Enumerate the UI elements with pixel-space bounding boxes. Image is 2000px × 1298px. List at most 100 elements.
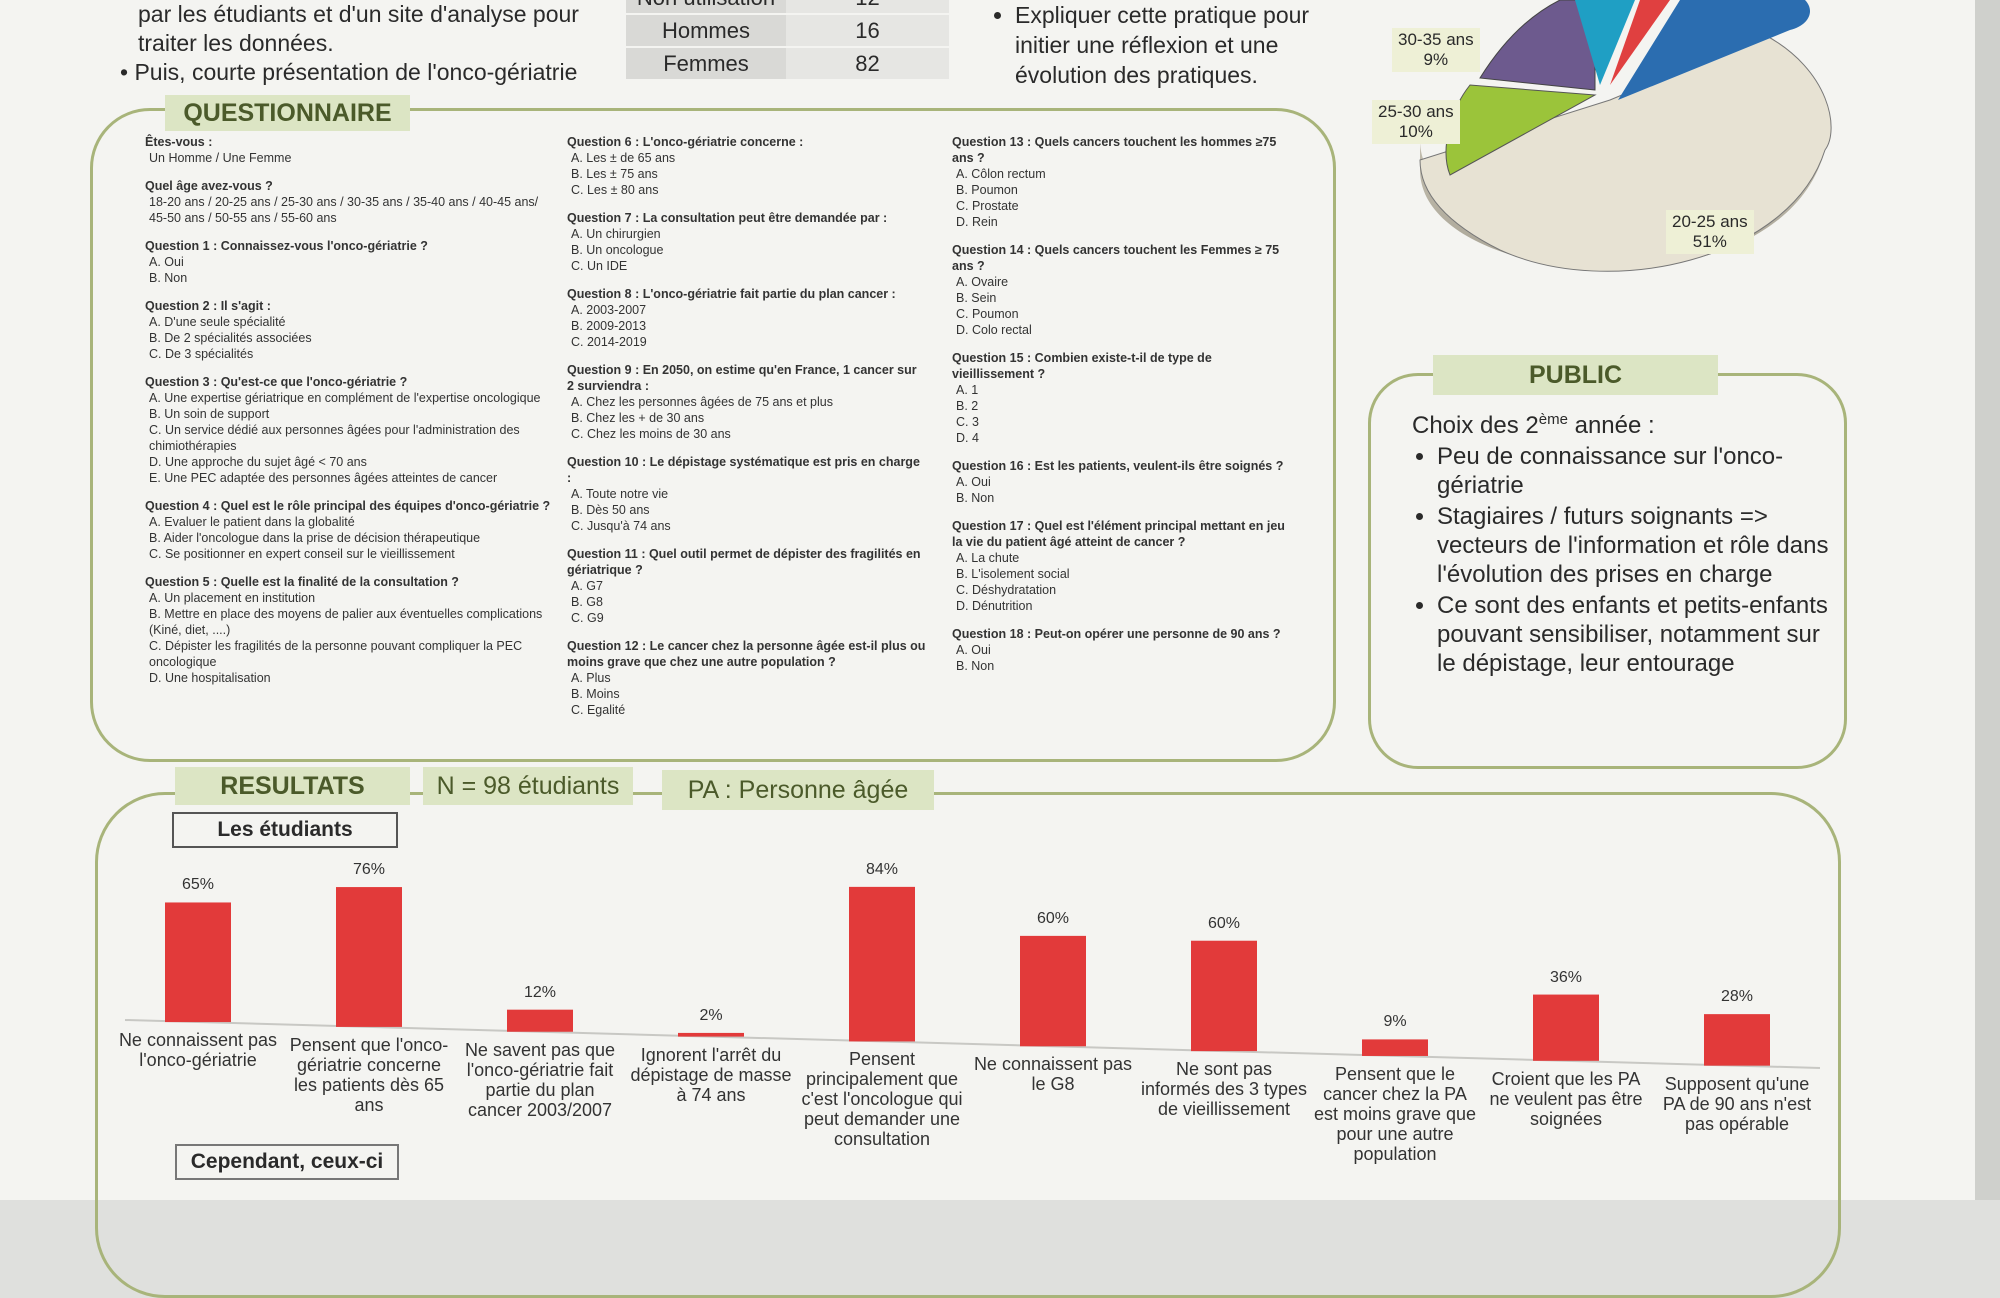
bar <box>336 887 402 1027</box>
pie-label-pct: 10% <box>1398 122 1433 141</box>
bar-value-label: 36% <box>1549 968 1583 986</box>
question-text: Question 13 : Quels cancers touchent les… <box>952 135 1277 165</box>
question-option: B. Non <box>149 271 188 285</box>
question-text: Question 15 : Combien existe-t-il de typ… <box>952 351 1212 381</box>
question-text: Question 16 : Est les patients, veulent-… <box>952 459 1284 473</box>
public-bullet: Ce sont des enfants et petits-enfants po… <box>1437 591 1842 678</box>
question-option: D. Rein <box>956 215 998 229</box>
intro-line-1: par les étudiants et d'un site d'analyse… <box>138 1 579 27</box>
question-block: Question 5 : Quelle est la finalité de l… <box>145 574 560 686</box>
intro-text: par les étudiants et d'un site d'analyse… <box>120 0 608 87</box>
question-option: B. L'isolement social <box>956 567 1070 581</box>
question-option: C. 3 <box>956 415 979 429</box>
poster: par les étudiants et d'un site d'analyse… <box>0 0 1975 1200</box>
questionnaire-col-3: Question 13 : Quels cancers touchent les… <box>952 134 1297 686</box>
question-text: Question 10 : Le dépistage systématique … <box>567 455 920 485</box>
question-option: B. G8 <box>571 595 603 609</box>
question-option: B. Aider l'oncologue dans la prise de dé… <box>149 531 481 545</box>
pie-slice-blue <box>1618 0 1810 100</box>
bar-category-label: Ne sont pas informés des 3 types de viei… <box>1140 1059 1308 1120</box>
question-text: Question 11 : Quel outil permet de dépis… <box>567 547 921 577</box>
stats-label: Femmes <box>626 48 786 79</box>
question-option: C. 2014-2019 <box>571 335 647 349</box>
question-option: A. Ovaire <box>956 275 1009 289</box>
bar <box>1704 1014 1770 1066</box>
question-option: B. Poumon <box>956 183 1018 197</box>
question-block: Question 13 : Quels cancers touchent les… <box>952 134 1297 230</box>
question-block: Question 8 : L'onco-gériatrie fait parti… <box>567 286 927 350</box>
questionnaire-col-1: Êtes-vous : Un Homme / Une Femme Quel âge … <box>145 134 560 698</box>
public-title: PUBLIC <box>1433 355 1718 395</box>
bar-value-label: 84% <box>865 860 899 878</box>
public-intro-post: année : <box>1567 412 1655 439</box>
bar-value-label: 9% <box>1383 1013 1407 1031</box>
bar-category-label: Croient que les PA ne veulent pas être s… <box>1489 1068 1643 1129</box>
bar-category-label: Pensent que le cancer chez la PA est moi… <box>1313 1063 1477 1164</box>
question-block: Question 9 : En 2050, on estime qu'en Fr… <box>567 362 927 442</box>
question-block: Question 16 : Est les patients, veulent-… <box>952 458 1297 506</box>
question-option: C. Un IDE <box>571 259 628 273</box>
question-option: A. Evaluer le patient dans la globalité <box>149 515 355 529</box>
question-option: C. Poumon <box>956 307 1019 321</box>
pie-label-30-35: 30-35 ans 9% <box>1392 28 1480 72</box>
stats-table: Non utilisation 12 Hommes 16 Femmes 82 <box>626 0 951 81</box>
question-option: B. De 2 spécialités associées <box>149 331 312 345</box>
poster-shadow <box>1975 0 2000 1200</box>
stats-value: 82 <box>786 48 949 79</box>
question-text: Question 17 : Quel est l'élément princip… <box>952 519 1285 549</box>
question-option: A. 1 <box>956 383 979 397</box>
question-option: D. Dénutrition <box>956 599 1033 613</box>
question-block: Question 6 : L'onco-gériatrie concerne :… <box>567 134 927 198</box>
question-option: A. Oui <box>149 255 184 269</box>
bar <box>1020 935 1086 1047</box>
question-option: A. La chute <box>956 551 1020 565</box>
question-option: B. Mettre en place des moyens de palier … <box>149 607 543 637</box>
pie-label-pct: 51% <box>1692 232 1727 251</box>
question-text: Question 5 : Quelle est la finalité de l… <box>145 575 459 589</box>
question-option: A. Chez les personnes âgées de 75 ans et… <box>571 395 833 409</box>
question-text: Question 6 : L'onco-gériatrie concerne : <box>567 135 804 149</box>
bar-value-label: 12% <box>523 983 557 1001</box>
intro-line-2: traiter les données. <box>138 30 334 56</box>
question-option: A. Plus <box>571 671 611 685</box>
bar-value-label: 2% <box>699 1006 723 1024</box>
question-text: Êtes-vous : <box>145 135 213 149</box>
bar <box>849 886 915 1042</box>
bar-category-label: Supposent qu'une PA de 90 ans n'est pas … <box>1662 1073 1812 1134</box>
question-option: B. 2 <box>956 399 979 413</box>
bar-category-label: Pensent que l'onco-gériatrie concerne le… <box>289 1034 449 1115</box>
pie-label-text: 30-35 ans <box>1398 30 1474 49</box>
pie-label-text: 20-25 ans <box>1672 212 1748 231</box>
public-intro-sup: ème <box>1538 411 1568 428</box>
pie-label-25-30: 25-30 ans 10% <box>1372 100 1460 144</box>
bar <box>165 902 231 1023</box>
results-n: N = 98 étudiants <box>423 767 633 805</box>
results-pa: PA : Personne âgée <box>662 770 934 810</box>
question-text: Quel âge avez-vous ? <box>145 179 273 193</box>
bar <box>678 1032 744 1037</box>
question-option: C. Prostate <box>956 199 1019 213</box>
question-text: Question 18 : Peut-on opérer une personn… <box>952 627 1281 641</box>
question-text: Question 14 : Quels cancers touchent les… <box>952 243 1280 273</box>
students-box: Les étudiants <box>172 812 398 848</box>
question-option: C. Dépister les fragilités de la personn… <box>149 639 523 669</box>
bar-category-label: Ne savent pas que l'onco-gériatrie fait … <box>464 1039 616 1120</box>
stats-row: Femmes 82 <box>626 48 951 79</box>
question-option: C. Egalité <box>571 703 626 717</box>
bar-value-label: 60% <box>1036 909 1070 927</box>
question-text: Question 4 : Quel est le rôle principal … <box>145 499 551 513</box>
public-bullet: Peu de connaissance sur l'onco-gériatrie <box>1437 442 1842 500</box>
public-bullets: Peu de connaissance sur l'onco-gériatrie… <box>1412 442 1842 678</box>
question-option: C. Un service dédié aux personnes âgées … <box>149 423 520 453</box>
questionnaire-title: QUESTIONNAIRE <box>165 95 410 131</box>
question-option: D. 4 <box>956 431 979 445</box>
bar-value-label: 76% <box>352 861 386 879</box>
bar-category-label: Pensent principalement que c'est l'oncol… <box>801 1049 963 1150</box>
question-block: Question 15 : Combien existe-t-il de typ… <box>952 350 1297 446</box>
question-text: Question 8 : L'onco-gériatrie fait parti… <box>567 287 896 301</box>
question-block: Question 7 : La consultation peut être d… <box>567 210 927 274</box>
however-box: Cependant, ceux-ci <box>175 1144 399 1180</box>
question-option: Un Homme / Une Femme <box>149 151 292 165</box>
question-block: Question 11 : Quel outil permet de dépis… <box>567 546 927 626</box>
question-option: B. Un soin de support <box>149 407 270 421</box>
